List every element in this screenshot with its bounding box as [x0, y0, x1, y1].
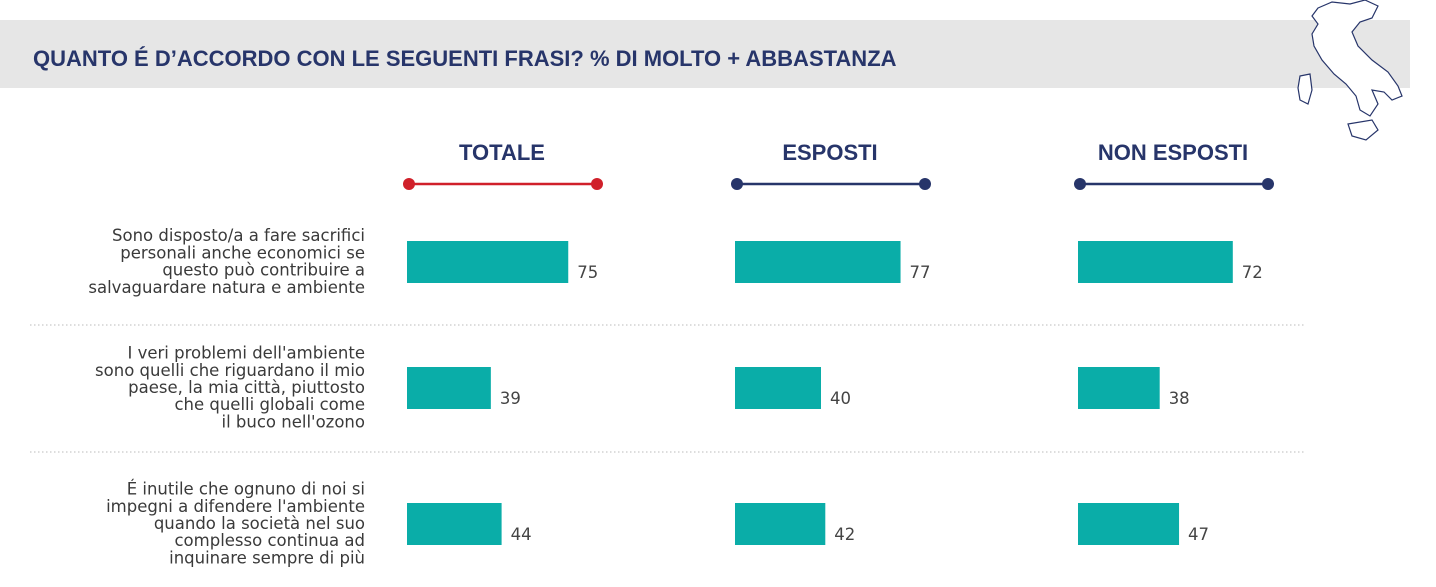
value-label: 38 — [1169, 389, 1190, 408]
category-label: salvaguardare natura e ambiente — [88, 278, 365, 297]
column-header: TOTALE — [459, 140, 545, 165]
bar — [1078, 241, 1233, 283]
bar — [1078, 367, 1160, 409]
category-label: I veri problemi dell'ambiente — [127, 344, 365, 363]
bar — [735, 503, 826, 545]
category-label: complesso continua ad — [174, 531, 365, 550]
bar — [735, 241, 901, 283]
header-dot — [731, 178, 743, 190]
header-band — [0, 20, 1410, 88]
header-dot — [1262, 178, 1274, 190]
category-label: personali anche economici se — [120, 243, 365, 262]
value-label: 75 — [577, 263, 598, 282]
category-label: Sono disposto/a a fare sacrifici — [112, 226, 365, 245]
bar — [407, 367, 491, 409]
category-label: inquinare sempre di più — [169, 548, 365, 567]
bar — [1078, 503, 1180, 545]
bar — [735, 367, 821, 409]
category-label: paese, la mia città, piuttosto — [128, 378, 365, 397]
header-dot — [919, 178, 931, 190]
value-label: 72 — [1242, 263, 1263, 282]
category-label: sono quelli che riguardano il mio — [95, 361, 365, 380]
value-label: 77 — [910, 263, 931, 282]
category-label: quando la società nel suo — [154, 514, 365, 533]
value-label: 44 — [511, 525, 532, 544]
chart-title: QUANTO É D’ACCORDO CON LE SEGUENTI FRASI… — [33, 46, 897, 71]
category-label: impegni a difendere l'ambiente — [106, 497, 365, 516]
header-dot — [403, 178, 415, 190]
value-label: 39 — [500, 389, 521, 408]
italy-map-icon — [1297, 0, 1403, 141]
category-label: il buco nell'ozono — [222, 412, 365, 431]
bar — [407, 241, 569, 283]
value-label: 47 — [1188, 525, 1209, 544]
column-header: ESPOSTI — [782, 140, 877, 165]
value-label: 42 — [834, 525, 855, 544]
header-dot — [591, 178, 603, 190]
value-label: 40 — [830, 389, 851, 408]
category-label: questo può contribuire a — [162, 261, 365, 280]
category-label: É inutile che ognuno di noi si — [127, 480, 365, 499]
header-dot — [1074, 178, 1086, 190]
bar — [407, 503, 502, 545]
column-header: NON ESPOSTI — [1098, 140, 1248, 165]
category-label: che quelli globali come — [174, 395, 365, 414]
